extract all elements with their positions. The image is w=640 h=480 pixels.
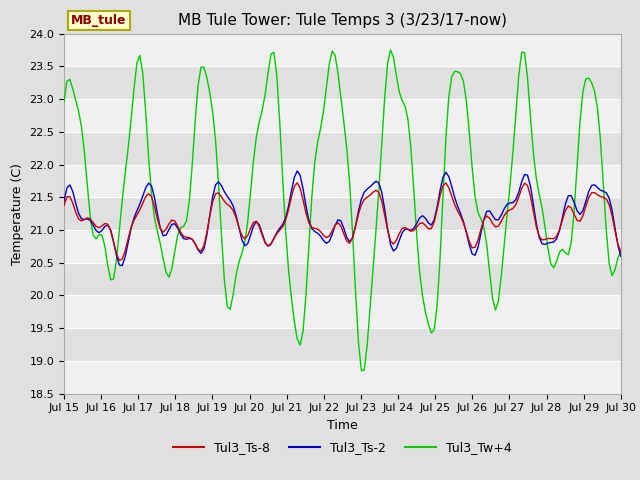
- Bar: [64, 99, 621, 132]
- X-axis label: Time: Time: [327, 419, 358, 432]
- Bar: [64, 197, 621, 230]
- Bar: [64, 132, 621, 165]
- Bar: [64, 66, 621, 99]
- Bar: [64, 361, 621, 394]
- Legend: Tul3_Ts-8, Tul3_Ts-2, Tul3_Tw+4: Tul3_Ts-8, Tul3_Ts-2, Tul3_Tw+4: [168, 436, 517, 459]
- Bar: [64, 34, 621, 66]
- Y-axis label: Temperature (C): Temperature (C): [11, 163, 24, 264]
- Bar: [64, 230, 621, 263]
- Bar: [64, 263, 621, 295]
- Title: MB Tule Tower: Tule Temps 3 (3/23/17-now): MB Tule Tower: Tule Temps 3 (3/23/17-now…: [178, 13, 507, 28]
- Bar: [64, 328, 621, 361]
- Bar: [64, 165, 621, 197]
- Bar: [64, 295, 621, 328]
- Text: MB_tule: MB_tule: [71, 13, 127, 27]
